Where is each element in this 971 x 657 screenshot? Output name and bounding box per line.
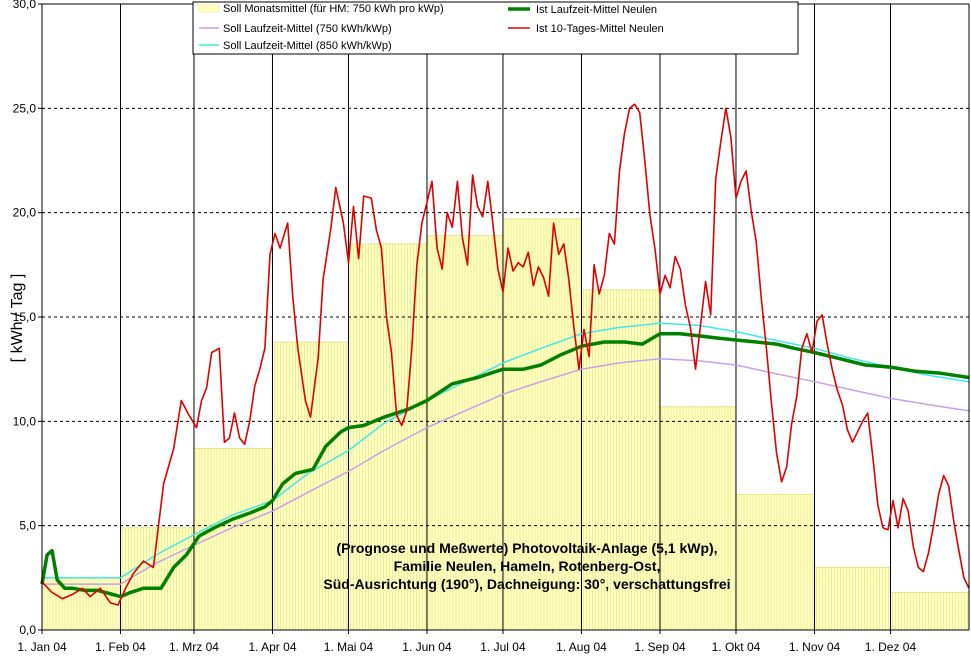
x-tick-label: 1. Okt 04 (712, 640, 761, 654)
bar-7 (502, 218, 582, 630)
y-axis-label: [ kWh / Tag ] (9, 274, 26, 363)
bar-9 (660, 406, 736, 630)
legend-item-soll750: Soll Laufzeit-Mittel (750 kWh/kWp) (199, 23, 392, 35)
y-tick-label: 5,0 (19, 519, 36, 533)
legend-box (192, 1, 799, 55)
bar-10 (735, 493, 815, 630)
bar-fill (735, 494, 815, 630)
legend: Soll Monatsmittel (für HM: 750 kWh pro k… (192, 1, 799, 55)
x-tick-label: 1. Sep 04 (634, 640, 686, 654)
legend-label-ist-laufzeit: Ist Laufzeit-Mittel Neulen (536, 4, 657, 16)
x-tick-label: 1. Dez 04 (865, 640, 917, 654)
x-tick-label: 1. Feb 04 (95, 640, 146, 654)
legend-item-soll850: Soll Laufzeit-Mittel (850 kWh/kWp) (199, 40, 392, 52)
x-tick-label: 1. Mrz 04 (169, 640, 219, 654)
y-tick-label: 25,0 (13, 101, 37, 115)
x-tick-labels: 1. Jan 04 1. Feb 04 1. Mrz 04 1. Apr 04 1. M… (17, 630, 916, 654)
bar-8 (581, 289, 660, 630)
bar-11 (814, 566, 891, 630)
bar-fill (120, 527, 194, 630)
bar-3 (193, 447, 273, 630)
legend-item-ist-laufzeit: Ist Laufzeit-Mittel Neulen (508, 4, 657, 16)
y-tick-label: 0,0 (19, 623, 36, 637)
legend-label-ist-10tage: Ist 10-Tages-Mittel Neulen (536, 23, 664, 35)
x-tick-label: 1. Nov 04 (789, 640, 841, 654)
legend-label-monthly: Soll Monatsmittel (für HM: 750 kWh pro k… (223, 3, 444, 15)
legend-label-soll750: Soll Laufzeit-Mittel (750 kWh/kWp) (223, 23, 392, 35)
x-tick-label: 1. Jan 04 (17, 640, 67, 654)
bar-2 (120, 527, 194, 630)
legend-label-soll850: Soll Laufzeit-Mittel (850 kWh/kWp) (223, 40, 392, 52)
x-tick-label: 1. Aug 04 (556, 640, 607, 654)
bar-fill (890, 592, 969, 630)
legend-swatch-monthly (198, 4, 220, 13)
annotation-line-2: Familie Neulen, Hameln, Rotenberg-Ost, (394, 558, 661, 574)
bar-12 (890, 591, 969, 630)
x-tick-label: 1. Apr 04 (248, 640, 296, 654)
annotation-line-1: (Prognose und Meßwerte) Photovoltaik-Anl… (336, 540, 717, 556)
annotation-line-3: Süd-Ausrichtung (190°), Dachneigung: 30°… (323, 576, 730, 592)
annotation: (Prognose und Meßwerte) Photovoltaik-Anl… (323, 540, 730, 592)
x-tick-label: 1. Mai 04 (324, 640, 374, 654)
x-tick-label: 1. Jul 04 (480, 640, 526, 654)
series-line-1 (42, 357, 970, 585)
y-tick-labels: 0,0 5,0 10,0 15,0 20,0 25,0 30,0 (13, 0, 42, 637)
bar-fill (42, 577, 121, 630)
y-tick-label: 20,0 (13, 206, 37, 220)
legend-item-ist-10tage: Ist 10-Tages-Mittel Neulen (508, 23, 664, 35)
y-tick-label: 10,0 (13, 414, 37, 428)
series-line-4 (41, 103, 970, 606)
series-lines (40, 103, 970, 606)
y-tick-label: 15,0 (13, 310, 37, 324)
bar-6 (426, 235, 503, 630)
bar-1 (42, 577, 121, 630)
y-tick-label: 30,0 (13, 0, 37, 11)
series-line-2 (42, 322, 970, 579)
x-tick-label: 1. Jun 04 (402, 640, 452, 654)
bar-4 (272, 341, 349, 630)
legend-item-monthly: Soll Monatsmittel (für HM: 750 kWh pro k… (198, 3, 444, 15)
